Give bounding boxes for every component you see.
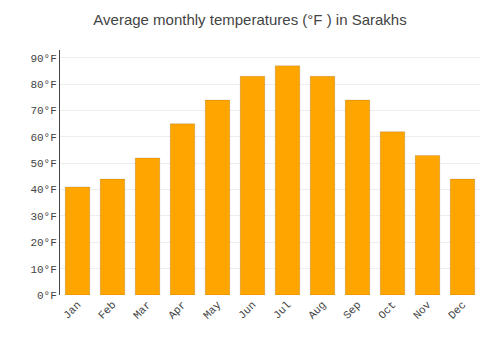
svg-text:Apr: Apr bbox=[166, 299, 188, 321]
svg-text:Oct: Oct bbox=[376, 299, 398, 321]
svg-text:70°F: 70°F bbox=[30, 105, 56, 117]
svg-text:20°F: 20°F bbox=[30, 237, 56, 249]
svg-text:Aug: Aug bbox=[306, 299, 328, 321]
svg-text:Sep: Sep bbox=[341, 299, 363, 321]
svg-text:10°F: 10°F bbox=[30, 264, 56, 276]
svg-text:Jan: Jan bbox=[61, 299, 83, 321]
svg-text:Average monthly temperatures (: Average monthly temperatures (°F ) in Sa… bbox=[93, 11, 406, 28]
svg-text:Mar: Mar bbox=[131, 299, 153, 321]
svg-text:Jul: Jul bbox=[271, 299, 293, 321]
svg-text:Jun: Jun bbox=[236, 299, 258, 321]
svg-text:50°F: 50°F bbox=[30, 158, 56, 170]
svg-text:Dec: Dec bbox=[446, 299, 468, 321]
svg-text:Feb: Feb bbox=[96, 299, 118, 321]
svg-text:80°F: 80°F bbox=[30, 79, 56, 91]
svg-text:90°F: 90°F bbox=[30, 53, 56, 65]
svg-text:Nov: Nov bbox=[411, 299, 434, 322]
svg-text:40°F: 40°F bbox=[30, 184, 56, 196]
svg-text:60°F: 60°F bbox=[30, 132, 56, 144]
svg-text:May: May bbox=[201, 299, 224, 322]
svg-text:30°F: 30°F bbox=[30, 211, 56, 223]
svg-text:0°F: 0°F bbox=[37, 290, 57, 302]
